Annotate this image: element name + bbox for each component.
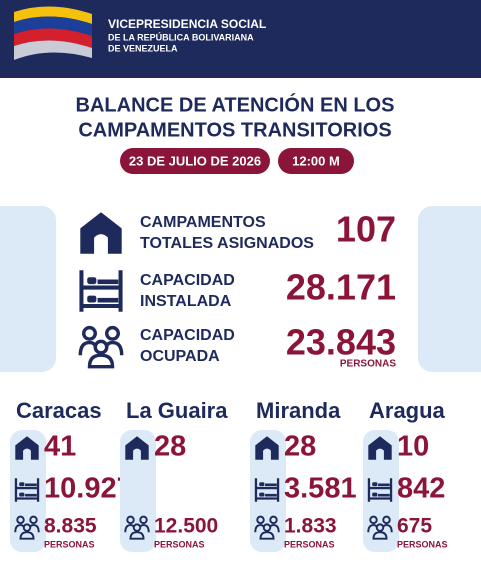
date: 23 DE JULIO DE 2026 <box>129 153 261 168</box>
region-value: 842 <box>397 473 445 505</box>
region-value: 28 <box>154 431 186 463</box>
summary-label: CAMPAMENTOS <box>140 214 266 231</box>
summary-label: CAPACIDAD <box>140 327 235 344</box>
icon-house <box>80 212 122 254</box>
summary-value: 23.843 <box>286 322 396 363</box>
region-name: Miranda <box>256 398 341 423</box>
side-panel <box>0 206 56 372</box>
region-name: Aragua <box>369 398 446 423</box>
title-line: CAMPAMENTOS TRANSITORIOS <box>78 119 391 141</box>
region-value: 12.500 <box>154 515 218 538</box>
flag <box>14 6 92 60</box>
region-value: 10.927 <box>44 473 133 505</box>
summary-label: TOTALES ASIGNADOS <box>140 235 314 252</box>
region-value: 8.835 <box>44 515 97 538</box>
region-value: 675 <box>397 515 432 538</box>
region-unit: PERSONAS <box>154 539 205 549</box>
summary-label: INSTALADA <box>140 293 232 310</box>
region-unit: PERSONAS <box>397 539 448 549</box>
header-line: VICEPRESIDENCIA SOCIAL <box>108 17 266 31</box>
region-value: 10 <box>397 431 429 463</box>
time: 12:00 M <box>292 153 340 168</box>
region-name: Caracas <box>16 398 102 423</box>
summary-label: OCUPADA <box>140 348 220 365</box>
summary-unit: PERSONAS <box>340 359 396 370</box>
summary-value: 28.171 <box>286 267 396 308</box>
title-line: BALANCE DE ATENCIÓN EN LOS <box>76 92 395 116</box>
icon-bed <box>81 270 120 311</box>
side-panel <box>418 206 481 372</box>
summary-value: 107 <box>336 209 396 250</box>
region-value: 3.581 <box>284 473 357 505</box>
region-name: La Guaira <box>126 398 228 423</box>
region-value: 41 <box>44 431 76 463</box>
header-line: DE LA REPÚBLICA BOLIVARIANA <box>108 31 254 42</box>
region-unit: PERSONAS <box>284 539 335 549</box>
header-line: DE VENEZUELA <box>108 43 178 53</box>
region-unit: PERSONAS <box>44 539 95 549</box>
icon-people <box>78 325 124 369</box>
summary-label: CAPACIDAD <box>140 272 235 289</box>
summary: CAMPAMENTOS TOTALES ASIGNADOS 107 CAPACIDAD… <box>78 209 396 370</box>
date-pill <box>120 148 270 174</box>
time-pill <box>278 148 354 174</box>
region-value: 28 <box>284 431 316 463</box>
region-value: 1.833 <box>284 515 337 538</box>
